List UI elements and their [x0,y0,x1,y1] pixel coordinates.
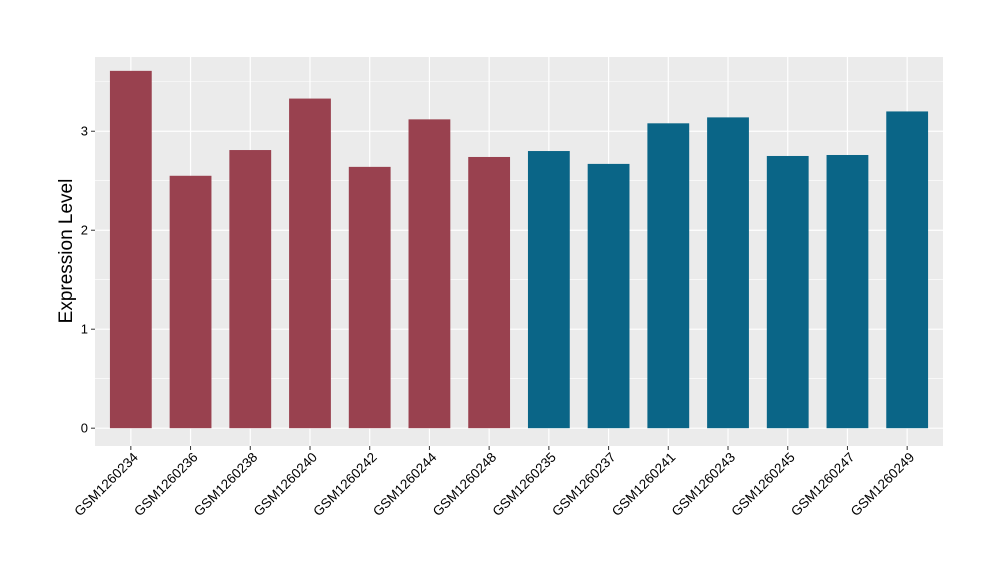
y-tick-label: 1 [81,322,88,337]
bar-GSM1260238 [229,150,272,429]
y-axis: 0 1 2 3 [81,124,95,436]
bar-GSM1260245 [766,155,809,429]
y-tick-label: 0 [81,421,88,436]
bar-GSM1260247 [826,154,869,429]
y-tick-label: 2 [81,223,88,238]
plot-panel [95,57,943,446]
x-tick-label: GSM1260249 [848,450,918,520]
bar-GSM1260242 [348,166,391,429]
bar-GSM1260241 [647,123,690,429]
bar-GSM1260235 [527,151,570,429]
bar-GSM1260234 [109,70,152,429]
bar-GSM1260249 [886,111,929,429]
bars [109,70,929,429]
bar-GSM1260240 [289,98,331,429]
bar-GSM1260237 [587,163,630,429]
bar-GSM1260248 [468,156,511,429]
bar-GSM1260244 [408,119,451,429]
y-axis-label: Expression Level [56,179,77,324]
y-tick-label: 3 [81,124,88,139]
bar-GSM1260236 [169,175,212,429]
bar-GSM1260243 [707,117,749,429]
x-axis: GSM1260234GSM1260236GSM1260238GSM1260240… [71,446,917,519]
